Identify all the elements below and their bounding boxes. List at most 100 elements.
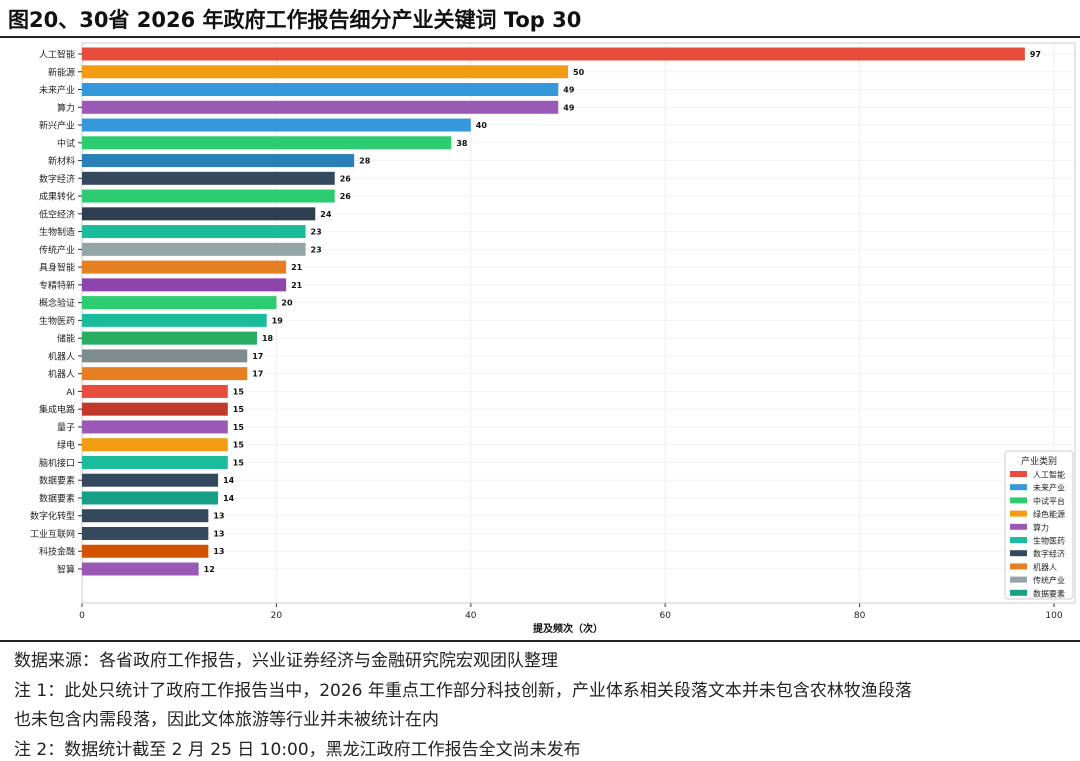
legend-label: 算力 xyxy=(1033,522,1049,532)
bar-chart: 0 20 40 60 80 100 97 人工智能 50 新能源 49 未来产业 49 算力 40 新兴产业 3… xyxy=(30,42,1076,635)
data-label: 50 xyxy=(573,68,585,77)
y-tick-label: 脑机接口 xyxy=(39,457,75,469)
bar xyxy=(82,47,1025,61)
bar xyxy=(82,118,471,132)
y-tick-label: 具身智能 xyxy=(39,262,75,274)
note-1: 注 1：此处只统计了政府工作报告当中，2026 年重点工作部分科技创新，产业体系… xyxy=(14,681,912,701)
data-label: 21 xyxy=(291,281,303,290)
x-axis-label: 提及频次（次） xyxy=(533,622,603,635)
y-tick-label: 专精特新 xyxy=(39,279,75,291)
bar xyxy=(82,349,248,363)
y-tick-label: 储能 xyxy=(57,333,75,345)
legend-label: 传统产业 xyxy=(1033,575,1065,585)
data-label: 15 xyxy=(233,423,245,432)
legend-swatch xyxy=(1010,497,1027,504)
legend-label: 绿色能源 xyxy=(1033,509,1065,519)
data-label: 19 xyxy=(272,316,284,325)
legend-label: 人工智能 xyxy=(1033,470,1065,480)
data-label: 13 xyxy=(213,547,224,556)
data-label: 49 xyxy=(563,86,575,95)
y-tick-label: 机器人 xyxy=(48,368,75,380)
y-tick-label: AI xyxy=(66,388,75,398)
legend-label: 数字经济 xyxy=(1033,549,1065,559)
x-tick-label: 100 xyxy=(1045,611,1062,621)
y-tick-label: 新材料 xyxy=(48,155,75,167)
data-label: 15 xyxy=(233,441,245,450)
bar xyxy=(82,242,306,256)
data-label: 38 xyxy=(456,139,468,148)
y-tick-label: 新能源 xyxy=(48,66,75,78)
y-tick-label: 数据要素 xyxy=(39,492,75,504)
bar xyxy=(82,438,228,452)
bar xyxy=(82,509,209,523)
data-label: 26 xyxy=(340,174,352,183)
bar xyxy=(82,278,287,292)
y-tick-label: 中试 xyxy=(57,137,75,149)
bar xyxy=(82,420,228,434)
source-note: 数据来源：各省政府工作报告，兴业证券经济与金融研究院宏观团队整理 xyxy=(14,651,558,671)
y-tick-label: 未来产业 xyxy=(39,84,75,96)
bar xyxy=(82,225,306,239)
y-tick-label: 人工智能 xyxy=(39,49,75,61)
data-label: 17 xyxy=(252,370,263,379)
bar xyxy=(82,331,257,345)
data-label: 97 xyxy=(1030,50,1041,59)
x-tick-label: 40 xyxy=(465,611,477,621)
legend-swatch xyxy=(1010,576,1027,583)
bar xyxy=(82,207,316,221)
x-tick-label: 20 xyxy=(271,611,283,621)
x-tick-label: 0 xyxy=(79,611,85,621)
bar xyxy=(82,544,209,558)
data-label: 15 xyxy=(233,387,245,396)
legend-swatch xyxy=(1010,510,1027,517)
y-tick-label: 算力 xyxy=(57,102,75,114)
data-label: 26 xyxy=(340,192,352,201)
y-tick-label: 新兴产业 xyxy=(39,120,75,132)
legend-swatch xyxy=(1010,563,1027,570)
bar xyxy=(82,491,219,505)
data-label: 21 xyxy=(291,263,303,272)
legend-swatch xyxy=(1010,523,1027,530)
x-tick-label: 60 xyxy=(659,611,671,621)
title-divider xyxy=(0,36,1080,38)
bar xyxy=(82,384,228,398)
bar xyxy=(82,313,267,327)
bar xyxy=(82,562,199,576)
bar xyxy=(82,65,568,79)
data-label: 40 xyxy=(476,121,488,130)
bar xyxy=(82,367,248,381)
data-label: 15 xyxy=(233,458,245,467)
legend-swatch xyxy=(1010,550,1027,557)
y-tick-label: 数字化转型 xyxy=(30,510,75,522)
note-2: 注 2：数据统计截至 2 月 25 日 10:00，黑龙江政府工作报告全文尚未发… xyxy=(14,740,581,760)
legend-swatch xyxy=(1010,471,1027,477)
y-tick-label: 成果转化 xyxy=(39,191,75,203)
y-tick-label: 集成电路 xyxy=(39,404,75,416)
y-tick-label: 数据要素 xyxy=(39,475,75,487)
y-tick-label: 传统产业 xyxy=(39,244,75,256)
legend-swatch xyxy=(1010,484,1027,491)
bar xyxy=(82,83,559,97)
legend-label: 中试平台 xyxy=(1033,496,1065,506)
legend-label: 机器人 xyxy=(1033,562,1057,572)
y-tick-label: 智算 xyxy=(57,564,75,576)
data-label: 13 xyxy=(213,512,224,521)
x-tick-label: 80 xyxy=(854,611,866,621)
bar xyxy=(82,100,559,114)
bar xyxy=(82,154,355,168)
data-label: 17 xyxy=(252,352,263,361)
y-tick-label: 工业互联网 xyxy=(30,529,75,540)
bar xyxy=(82,473,219,487)
bar xyxy=(82,402,228,416)
bar xyxy=(82,455,228,469)
bar xyxy=(82,171,335,185)
bar xyxy=(82,189,335,203)
y-tick-label: 机器人 xyxy=(48,350,75,362)
data-label: 14 xyxy=(223,476,235,485)
y-tick-label: 数字经济 xyxy=(39,173,75,185)
figure-title: 图20、30省 2026 年政府工作报告细分产业关键词 Top 30 xyxy=(8,8,582,32)
data-label: 23 xyxy=(311,245,322,254)
legend-swatch xyxy=(1010,537,1027,543)
data-label: 20 xyxy=(281,299,293,308)
